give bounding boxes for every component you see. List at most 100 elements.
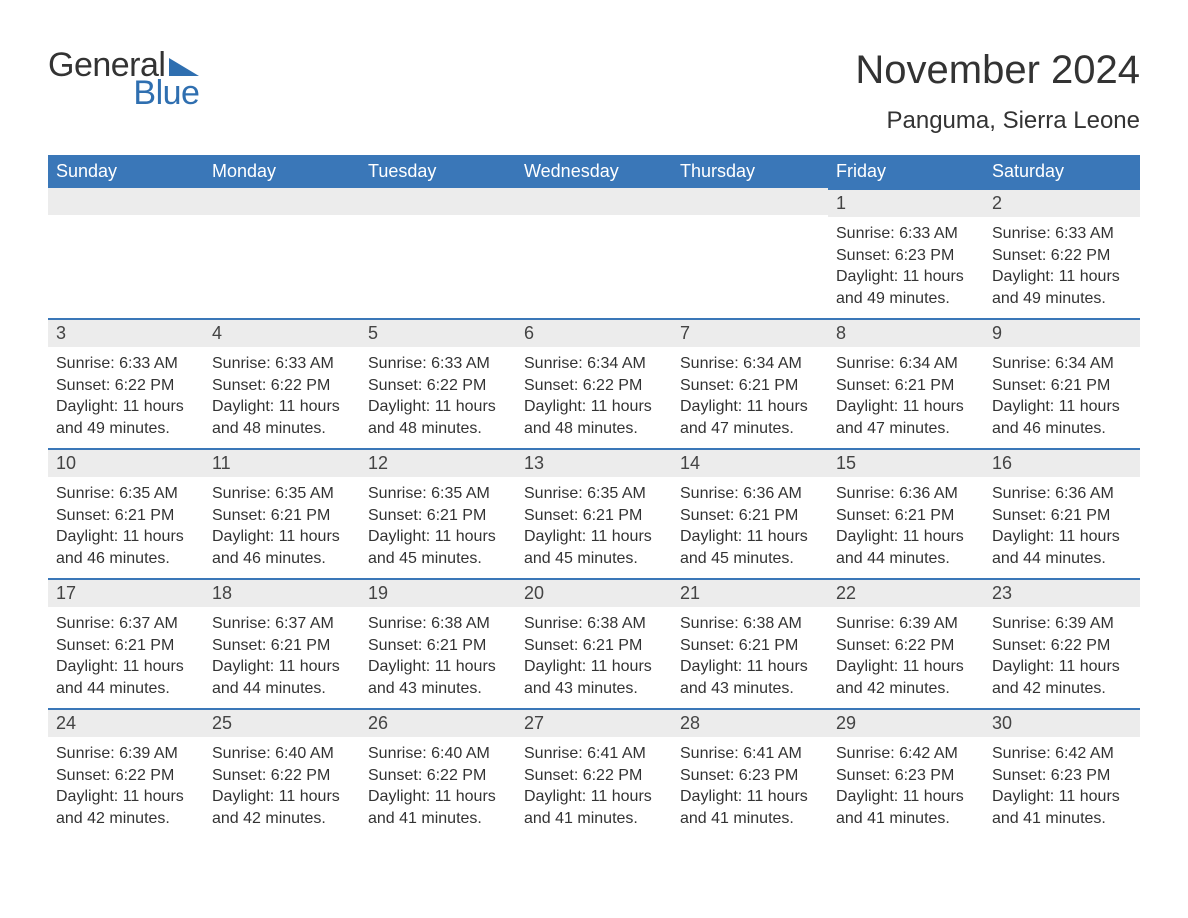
- weekday-header: Sunday: [48, 155, 204, 188]
- day-details: Sunrise: 6:35 AMSunset: 6:21 PMDaylight:…: [204, 477, 360, 573]
- calendar-day-cell: 24Sunrise: 6:39 AMSunset: 6:22 PMDayligh…: [48, 708, 204, 838]
- day-number: 7: [672, 318, 828, 347]
- sunset-line: Sunset: 6:22 PM: [836, 635, 976, 657]
- calendar-day-cell: 9Sunrise: 6:34 AMSunset: 6:21 PMDaylight…: [984, 318, 1140, 448]
- day-details: Sunrise: 6:39 AMSunset: 6:22 PMDaylight:…: [984, 607, 1140, 703]
- calendar-day-cell: 19Sunrise: 6:38 AMSunset: 6:21 PMDayligh…: [360, 578, 516, 708]
- day-number: 2: [984, 188, 1140, 217]
- daylight-line: Daylight: 11 hours and 41 minutes.: [368, 786, 508, 829]
- daylight-line: Daylight: 11 hours and 48 minutes.: [524, 396, 664, 439]
- calendar-day-cell: 12Sunrise: 6:35 AMSunset: 6:21 PMDayligh…: [360, 448, 516, 578]
- day-number: 21: [672, 578, 828, 607]
- day-number: 20: [516, 578, 672, 607]
- day-number: 18: [204, 578, 360, 607]
- day-number: 16: [984, 448, 1140, 477]
- weekday-header: Monday: [204, 155, 360, 188]
- sunset-line: Sunset: 6:22 PM: [992, 245, 1132, 267]
- weekday-header: Thursday: [672, 155, 828, 188]
- daylight-line: Daylight: 11 hours and 46 minutes.: [56, 526, 196, 569]
- calendar-day-cell: 22Sunrise: 6:39 AMSunset: 6:22 PMDayligh…: [828, 578, 984, 708]
- day-number: 28: [672, 708, 828, 737]
- calendar-day-cell: 8Sunrise: 6:34 AMSunset: 6:21 PMDaylight…: [828, 318, 984, 448]
- day-details: Sunrise: 6:34 AMSunset: 6:21 PMDaylight:…: [672, 347, 828, 443]
- sunset-line: Sunset: 6:21 PM: [680, 505, 820, 527]
- sunset-line: Sunset: 6:21 PM: [56, 505, 196, 527]
- daylight-line: Daylight: 11 hours and 45 minutes.: [368, 526, 508, 569]
- calendar-empty-cell: [204, 188, 360, 318]
- daylight-line: Daylight: 11 hours and 42 minutes.: [836, 656, 976, 699]
- calendar-day-cell: 30Sunrise: 6:42 AMSunset: 6:23 PMDayligh…: [984, 708, 1140, 838]
- sunset-line: Sunset: 6:22 PM: [56, 765, 196, 787]
- daylight-line: Daylight: 11 hours and 49 minutes.: [992, 266, 1132, 309]
- sunset-line: Sunset: 6:21 PM: [524, 505, 664, 527]
- daylight-line: Daylight: 11 hours and 49 minutes.: [56, 396, 196, 439]
- sunrise-line: Sunrise: 6:36 AM: [836, 483, 976, 505]
- day-details: Sunrise: 6:38 AMSunset: 6:21 PMDaylight:…: [360, 607, 516, 703]
- sunset-line: Sunset: 6:21 PM: [56, 635, 196, 657]
- calendar-day-cell: 13Sunrise: 6:35 AMSunset: 6:21 PMDayligh…: [516, 448, 672, 578]
- sunset-line: Sunset: 6:22 PM: [212, 375, 352, 397]
- sunrise-line: Sunrise: 6:33 AM: [836, 223, 976, 245]
- sunrise-line: Sunrise: 6:42 AM: [836, 743, 976, 765]
- sunset-line: Sunset: 6:21 PM: [368, 505, 508, 527]
- day-details: Sunrise: 6:36 AMSunset: 6:21 PMDaylight:…: [672, 477, 828, 573]
- sunset-line: Sunset: 6:23 PM: [680, 765, 820, 787]
- day-details: Sunrise: 6:35 AMSunset: 6:21 PMDaylight:…: [516, 477, 672, 573]
- calendar-week-row: 17Sunrise: 6:37 AMSunset: 6:21 PMDayligh…: [48, 578, 1140, 708]
- sunrise-line: Sunrise: 6:38 AM: [368, 613, 508, 635]
- calendar-day-cell: 27Sunrise: 6:41 AMSunset: 6:22 PMDayligh…: [516, 708, 672, 838]
- day-number: 3: [48, 318, 204, 347]
- sunrise-line: Sunrise: 6:38 AM: [680, 613, 820, 635]
- calendar-day-cell: 26Sunrise: 6:40 AMSunset: 6:22 PMDayligh…: [360, 708, 516, 838]
- day-number: 4: [204, 318, 360, 347]
- day-number: 24: [48, 708, 204, 737]
- sunrise-line: Sunrise: 6:42 AM: [992, 743, 1132, 765]
- empty-day-strip: [360, 188, 516, 215]
- calendar-day-cell: 16Sunrise: 6:36 AMSunset: 6:21 PMDayligh…: [984, 448, 1140, 578]
- day-details: Sunrise: 6:33 AMSunset: 6:23 PMDaylight:…: [828, 217, 984, 313]
- day-details: Sunrise: 6:37 AMSunset: 6:21 PMDaylight:…: [48, 607, 204, 703]
- daylight-line: Daylight: 11 hours and 47 minutes.: [836, 396, 976, 439]
- day-details: Sunrise: 6:36 AMSunset: 6:21 PMDaylight:…: [984, 477, 1140, 573]
- calendar-table: SundayMondayTuesdayWednesdayThursdayFrid…: [48, 155, 1140, 838]
- calendar-day-cell: 4Sunrise: 6:33 AMSunset: 6:22 PMDaylight…: [204, 318, 360, 448]
- sunrise-line: Sunrise: 6:39 AM: [992, 613, 1132, 635]
- sunrise-line: Sunrise: 6:33 AM: [212, 353, 352, 375]
- daylight-line: Daylight: 11 hours and 48 minutes.: [212, 396, 352, 439]
- calendar-week-row: 1Sunrise: 6:33 AMSunset: 6:23 PMDaylight…: [48, 188, 1140, 318]
- sunset-line: Sunset: 6:21 PM: [212, 635, 352, 657]
- day-number: 25: [204, 708, 360, 737]
- daylight-line: Daylight: 11 hours and 43 minutes.: [368, 656, 508, 699]
- sunset-line: Sunset: 6:22 PM: [56, 375, 196, 397]
- sunset-line: Sunset: 6:22 PM: [992, 635, 1132, 657]
- day-number: 14: [672, 448, 828, 477]
- sunrise-line: Sunrise: 6:39 AM: [836, 613, 976, 635]
- sunrise-line: Sunrise: 6:34 AM: [836, 353, 976, 375]
- day-details: Sunrise: 6:39 AMSunset: 6:22 PMDaylight:…: [828, 607, 984, 703]
- empty-day-strip: [48, 188, 204, 215]
- day-details: Sunrise: 6:33 AMSunset: 6:22 PMDaylight:…: [204, 347, 360, 443]
- sunrise-line: Sunrise: 6:36 AM: [992, 483, 1132, 505]
- calendar-day-cell: 29Sunrise: 6:42 AMSunset: 6:23 PMDayligh…: [828, 708, 984, 838]
- day-details: Sunrise: 6:42 AMSunset: 6:23 PMDaylight:…: [984, 737, 1140, 833]
- sunrise-line: Sunrise: 6:35 AM: [368, 483, 508, 505]
- day-details: Sunrise: 6:38 AMSunset: 6:21 PMDaylight:…: [516, 607, 672, 703]
- calendar-week-row: 24Sunrise: 6:39 AMSunset: 6:22 PMDayligh…: [48, 708, 1140, 838]
- daylight-line: Daylight: 11 hours and 44 minutes.: [836, 526, 976, 569]
- daylight-line: Daylight: 11 hours and 42 minutes.: [992, 656, 1132, 699]
- daylight-line: Daylight: 11 hours and 42 minutes.: [56, 786, 196, 829]
- sunset-line: Sunset: 6:23 PM: [992, 765, 1132, 787]
- calendar-header-row: SundayMondayTuesdayWednesdayThursdayFrid…: [48, 155, 1140, 188]
- daylight-line: Daylight: 11 hours and 43 minutes.: [680, 656, 820, 699]
- day-number: 5: [360, 318, 516, 347]
- day-number: 1: [828, 188, 984, 217]
- day-number: 30: [984, 708, 1140, 737]
- calendar-empty-cell: [516, 188, 672, 318]
- calendar-day-cell: 7Sunrise: 6:34 AMSunset: 6:21 PMDaylight…: [672, 318, 828, 448]
- day-number: 10: [48, 448, 204, 477]
- sunrise-line: Sunrise: 6:34 AM: [680, 353, 820, 375]
- day-details: Sunrise: 6:41 AMSunset: 6:23 PMDaylight:…: [672, 737, 828, 833]
- day-details: Sunrise: 6:40 AMSunset: 6:22 PMDaylight:…: [360, 737, 516, 833]
- sunrise-line: Sunrise: 6:37 AM: [212, 613, 352, 635]
- calendar-day-cell: 6Sunrise: 6:34 AMSunset: 6:22 PMDaylight…: [516, 318, 672, 448]
